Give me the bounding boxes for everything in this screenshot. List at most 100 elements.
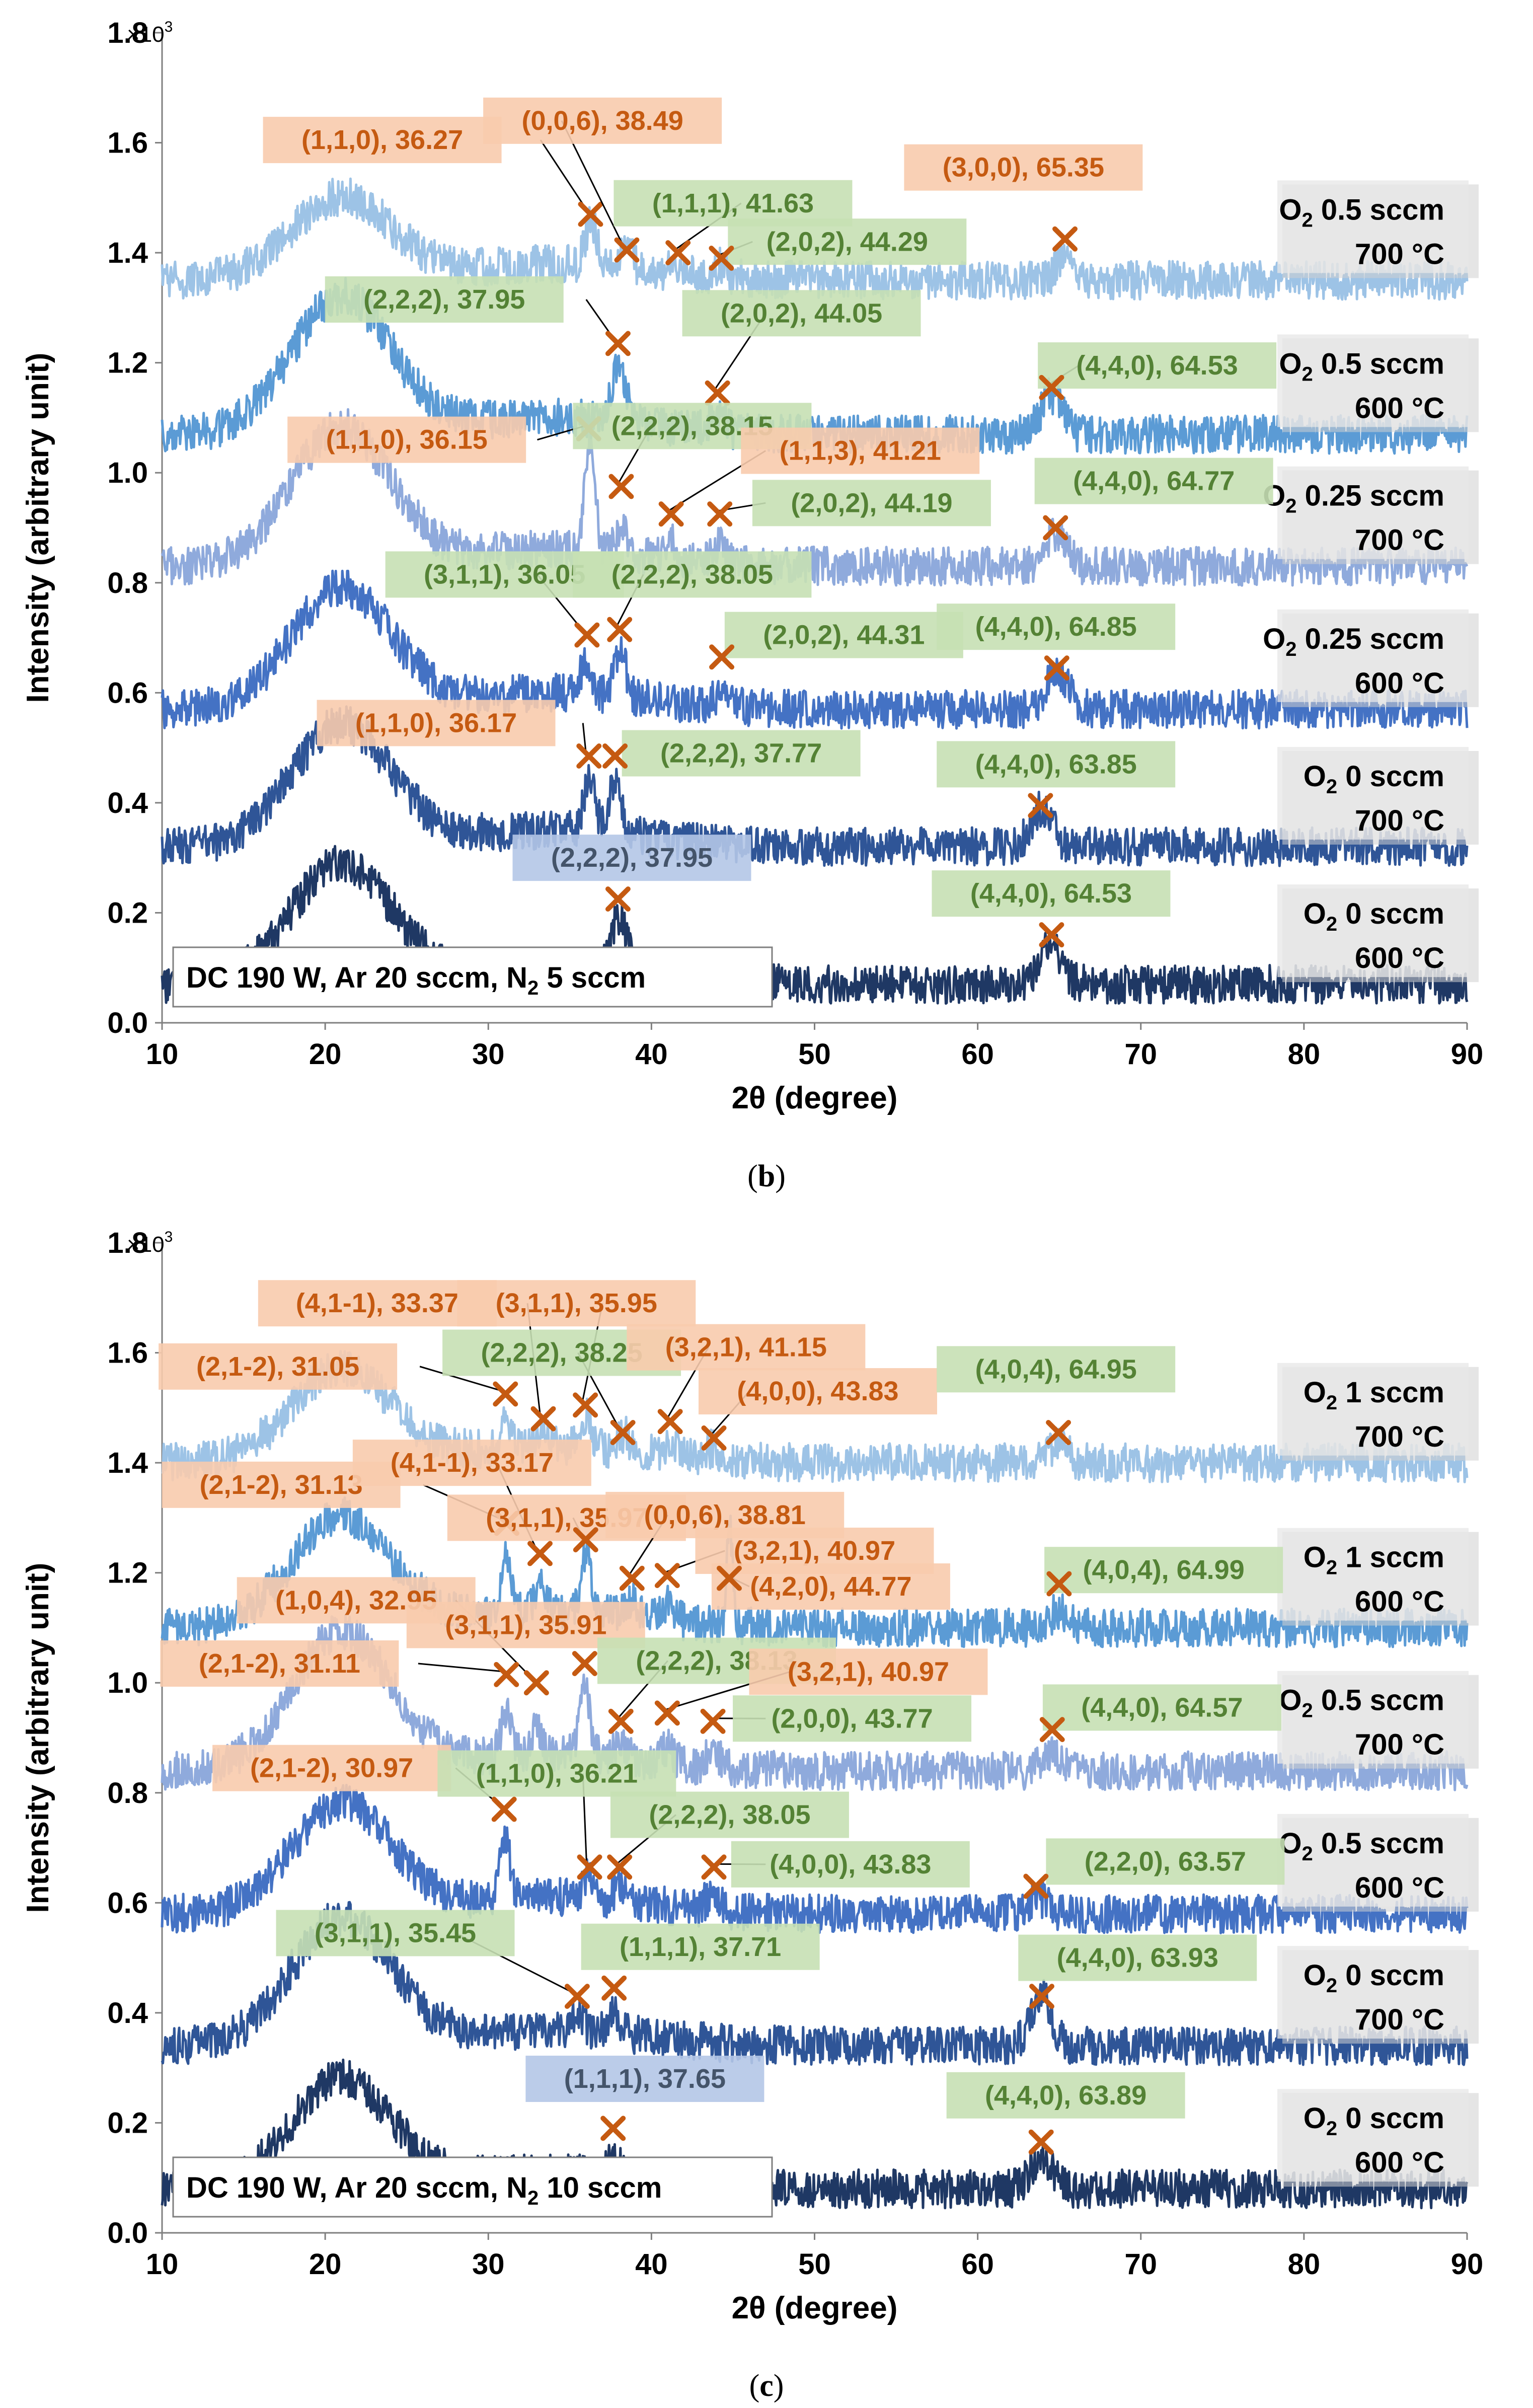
peak-label: (2,2,0), 63.57	[1085, 1846, 1246, 1876]
leader-line	[582, 723, 587, 754]
peak-label: (1,1,0), 36.21	[476, 1759, 638, 1789]
label-box	[287, 416, 526, 463]
peak-label: (4,0,4), 64.99	[1083, 1555, 1245, 1585]
peak-annotation: (1,1,0), 36.27	[263, 117, 603, 227]
y-tick-label: 0.6	[107, 1887, 148, 1919]
y-tick-label: 1.0	[107, 1667, 148, 1699]
peak-marker	[1039, 1717, 1065, 1743]
y-axis-title: Intensity (arbitrary unit)	[21, 1563, 55, 1913]
peak-label: (4,4,0), 64.53	[1077, 350, 1238, 381]
peak-marker	[608, 1708, 634, 1734]
peak-label: (2,1-2), 31.05	[196, 1351, 359, 1382]
peak-annotation: (4,4,0), 64.85	[937, 604, 1176, 681]
x-axis-title: 2θ (degree)	[732, 2291, 898, 2325]
peak-label: (4,0,0), 43.83	[770, 1849, 931, 1879]
x-axis-title: 2θ (degree)	[732, 1081, 898, 1115]
label-box	[1018, 1934, 1257, 1981]
label-box	[627, 1324, 866, 1371]
legend-box: O2 1 sccm 600 °C	[1277, 1528, 1479, 1626]
peak-marker	[1039, 374, 1064, 400]
legend-label-temp: 600 °C	[1355, 392, 1444, 424]
peak-label: (4,4,0), 64.57	[1081, 1692, 1243, 1722]
peak-annotation: (3,1,1), 35.95	[457, 1280, 696, 1418]
peak-label: (1,1,3), 41.21	[780, 436, 941, 466]
series-line	[161, 845, 1469, 1005]
peak-marker	[530, 1406, 556, 1432]
peak-label: (3,2,1), 40.97	[734, 1536, 895, 1566]
label-box	[932, 870, 1171, 917]
peak-marker	[577, 1854, 602, 1880]
legend-label-flow: O2 0 sccm	[1304, 2102, 1444, 2140]
peak-annotation: (2,2,2), 38.05	[573, 551, 812, 642]
peak-label: (1,1,0), 36.17	[355, 708, 517, 738]
peak-label: (0,0,6), 38.49	[522, 106, 683, 136]
x-tick-label: 30	[472, 1038, 505, 1071]
peak-marker	[1028, 2129, 1054, 2155]
series-line	[161, 1496, 1469, 1648]
peak-annotation: (2,0,2), 44.05	[682, 290, 921, 406]
label-box	[325, 276, 564, 323]
peak-annotation: (1,1,0), 36.17	[317, 700, 602, 769]
label-box	[937, 1346, 1176, 1393]
peak-annotation: (1,1,1), 37.65	[525, 2056, 764, 2141]
peak-marker	[494, 1662, 519, 1687]
peak-annotation: (3,2,1), 40.97	[654, 1648, 988, 1726]
condition-text: DC 190 W, Ar 20 sccm, N2 10 sccm	[186, 2171, 662, 2209]
label-box	[622, 730, 861, 777]
peak-label: (2,2,2), 37.77	[660, 738, 822, 769]
peak-label: (2,1-2), 30.97	[250, 1753, 413, 1783]
peak-marker	[1028, 793, 1053, 818]
peak-marker	[701, 1425, 727, 1451]
peak-marker	[564, 1984, 590, 2009]
peak-annotation: (4,0,0), 43.83	[698, 1368, 937, 1451]
legend-label-flow: O2 0.5 sccm	[1279, 193, 1444, 231]
y-tick-label: 0.2	[107, 2106, 148, 2139]
peak-annotation: (4,4,0), 64.53	[932, 870, 1171, 948]
label-box	[457, 1280, 696, 1327]
label-box	[573, 551, 812, 598]
peak-label: (2,1-2), 31.11	[199, 1648, 360, 1679]
peak-annotation: (4,0,4), 64.99	[1044, 1547, 1283, 1597]
peak-label: (4,0,4), 64.95	[975, 1354, 1137, 1384]
y-tick-label: 1.0	[107, 457, 148, 489]
peak-label: (2,2,2), 37.95	[363, 284, 525, 315]
peak-annotation: (4,4,0), 63.93	[1018, 1934, 1257, 2009]
label-box	[525, 2056, 764, 2102]
x-tick-label: 60	[961, 1038, 994, 1071]
peak-label: (4,4,0), 63.93	[1057, 1943, 1218, 1973]
label-box	[724, 612, 963, 658]
label-box	[258, 1280, 497, 1327]
peak-annotation: (2,0,0), 43.77	[700, 1695, 972, 1742]
peak-marker	[608, 474, 634, 499]
label-box	[610, 1791, 849, 1838]
peak-annotation: (2,1-2), 30.97	[212, 1745, 517, 1822]
label-box	[749, 1648, 988, 1695]
label-box	[1046, 1838, 1285, 1885]
peak-annotation: (2,2,2), 37.77	[602, 730, 861, 777]
label-box	[1042, 1684, 1281, 1731]
peak-marker	[607, 617, 633, 642]
leader-line	[419, 1366, 503, 1392]
peak-label: (4,1-1), 33.17	[391, 1448, 554, 1478]
caption-c: (c)	[749, 2369, 784, 2403]
peak-label: (2,0,2), 44.29	[766, 227, 928, 257]
peak-label: (2,2,2), 38.25	[481, 1338, 642, 1368]
leader-line	[418, 1663, 504, 1673]
legend-label-flow: O2 1 sccm	[1304, 1541, 1444, 1579]
x-tick-label: 20	[309, 2248, 342, 2281]
condition-box: DC 190 W, Ar 20 sccm, N2 5 sccm	[172, 946, 773, 1008]
xrd-chart-b: 0.0 0.2 0.4 0.6 0.8 1.0 1.2 1.4 1.6 1.8 10 20 30 40 50…	[21, 17, 1483, 1115]
peak-annotation: (3,0,0), 65.35	[904, 144, 1143, 252]
label-box	[752, 480, 991, 526]
peak-annotation: (4,1-1), 33.17	[352, 1440, 591, 1566]
peak-label: (1,1,1), 37.71	[620, 1932, 781, 1962]
peak-label: (2,1-2), 31.13	[200, 1470, 363, 1500]
y-tick-label: 0.2	[107, 896, 148, 929]
legend-box: O2 0.5 sccm 700 °C	[1277, 180, 1479, 278]
peak-marker	[1029, 1984, 1055, 2009]
peak-label: (3,1,1), 35.95	[496, 1288, 657, 1318]
peak-marker	[610, 1420, 636, 1446]
x-tick-label: 50	[798, 2248, 831, 2281]
series-line	[161, 569, 1469, 730]
